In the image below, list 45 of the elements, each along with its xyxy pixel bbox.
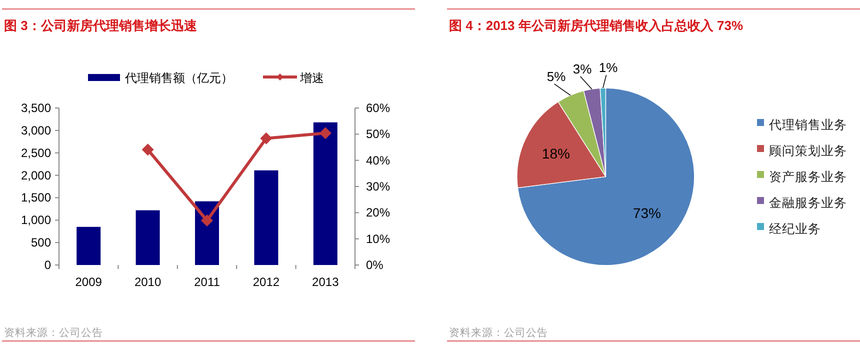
x-tick-label: 2010 bbox=[134, 275, 162, 289]
x-tick-label: 2012 bbox=[252, 275, 280, 289]
data-label: 3% bbox=[572, 61, 592, 76]
y2-tick-label: 50% bbox=[366, 127, 390, 142]
pie-slice bbox=[517, 88, 695, 266]
chart-title: 图 4：2013 年公司新房代理销售收入占总收入 73% bbox=[449, 18, 744, 33]
point bbox=[142, 144, 154, 156]
data-label: 1% bbox=[598, 60, 618, 76]
y2-tick-label: 30% bbox=[366, 180, 390, 194]
legend-label: 代理销售业务 bbox=[768, 118, 847, 132]
bar bbox=[76, 226, 101, 265]
x-tick-label: 2009 bbox=[75, 275, 102, 289]
y2-tick-label: 0% bbox=[366, 258, 384, 272]
data-label: 73% bbox=[632, 205, 661, 222]
legend-label: 经纪业务 bbox=[769, 222, 821, 236]
x-tick-label: 2013 bbox=[312, 275, 340, 289]
y-tick-label: 2,500 bbox=[20, 146, 52, 160]
data-label: 18% bbox=[542, 145, 570, 162]
legend-label: 增速 bbox=[299, 71, 324, 85]
bar bbox=[313, 122, 338, 265]
data-label: 5% bbox=[546, 68, 566, 84]
y2-tick-label: 40% bbox=[366, 153, 390, 168]
y-tick-label: 3,000 bbox=[20, 123, 52, 138]
bar bbox=[254, 170, 278, 265]
legend-label: 代理销售额（亿元） bbox=[124, 71, 233, 85]
y-tick-label: 2,000 bbox=[20, 168, 52, 182]
y2-tick-label: 10% bbox=[366, 232, 390, 246]
legend-label: 金融服务业务 bbox=[769, 196, 847, 210]
y-tick-label: 1,000 bbox=[20, 213, 52, 228]
y-tick-label: 1,500 bbox=[20, 190, 52, 205]
chart-title: 图 3：公司新房代理销售增长迅速 bbox=[4, 18, 198, 33]
text: 资料来源：公司公告 bbox=[449, 326, 548, 339]
y-tick-label: 0 bbox=[44, 258, 52, 272]
legend-label: 顾问策划业务 bbox=[769, 144, 847, 158]
point bbox=[201, 214, 213, 227]
y-tick-label: 500 bbox=[30, 236, 52, 250]
point bbox=[319, 127, 332, 140]
bar bbox=[136, 210, 160, 265]
text: 资料来源：公司公告 bbox=[4, 326, 103, 339]
legend-label: 资产服务业务 bbox=[769, 170, 847, 184]
y2-tick-label: 60% bbox=[366, 101, 390, 115]
y2-tick-label: 20% bbox=[366, 206, 390, 220]
point bbox=[260, 132, 272, 144]
y-tick-label: 3,500 bbox=[20, 101, 52, 115]
x-tick-label: 2011 bbox=[194, 275, 220, 289]
